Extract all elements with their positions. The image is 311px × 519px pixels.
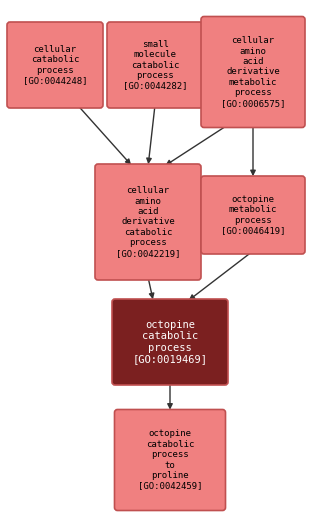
FancyBboxPatch shape [112,299,228,385]
FancyBboxPatch shape [7,22,103,108]
FancyBboxPatch shape [114,409,225,511]
FancyBboxPatch shape [201,17,305,128]
Text: octopine
catabolic
process
[GO:0019469]: octopine catabolic process [GO:0019469] [132,320,207,364]
Text: octopine
metabolic
process
[GO:0046419]: octopine metabolic process [GO:0046419] [221,195,285,235]
Text: cellular
catabolic
process
[GO:0044248]: cellular catabolic process [GO:0044248] [23,45,87,85]
Text: cellular
amino
acid
derivative
catabolic
process
[GO:0042219]: cellular amino acid derivative catabolic… [116,186,180,258]
FancyBboxPatch shape [201,176,305,254]
Text: small
molecule
catabolic
process
[GO:0044282]: small molecule catabolic process [GO:004… [123,39,187,90]
FancyBboxPatch shape [95,164,201,280]
FancyBboxPatch shape [107,22,203,108]
Text: cellular
amino
acid
derivative
metabolic
process
[GO:0006575]: cellular amino acid derivative metabolic… [221,36,285,108]
Text: octopine
catabolic
process
to
proline
[GO:0042459]: octopine catabolic process to proline [G… [138,430,202,490]
